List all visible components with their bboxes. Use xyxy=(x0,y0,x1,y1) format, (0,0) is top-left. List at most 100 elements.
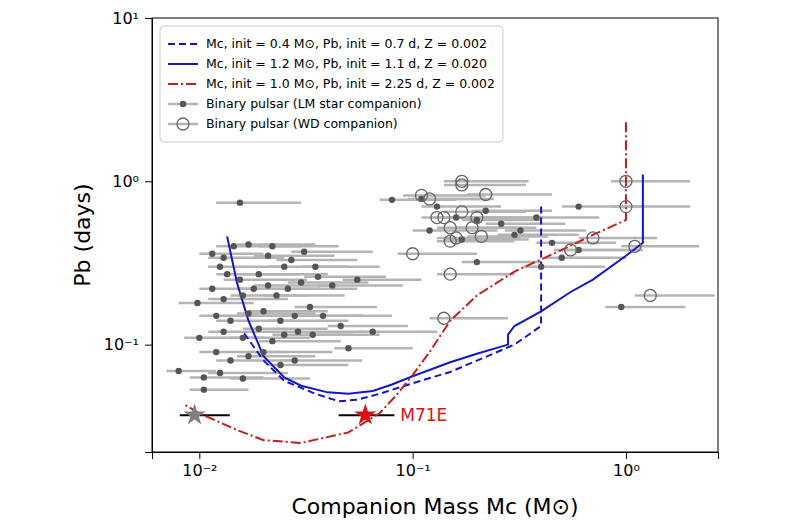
data-point xyxy=(217,263,223,269)
data-point xyxy=(213,349,219,355)
markers xyxy=(354,404,376,425)
legend-swatch xyxy=(177,118,189,130)
point-label: M71E xyxy=(400,405,447,425)
data-point xyxy=(456,206,468,218)
data-point xyxy=(329,282,335,288)
legend-entry: Binary pulsar (LM star companion) xyxy=(168,96,422,111)
legend-swatch xyxy=(168,43,198,45)
data-point xyxy=(292,357,298,363)
data-point xyxy=(231,243,237,249)
legend-swatch xyxy=(168,123,198,126)
error-bar xyxy=(546,257,626,260)
error-bar xyxy=(190,388,249,391)
legend-label: Binary pulsar (WD companion) xyxy=(206,116,398,131)
plot-area xyxy=(166,122,714,443)
data-point xyxy=(620,201,632,213)
data-point xyxy=(256,271,262,277)
data-point xyxy=(618,304,624,310)
data-point xyxy=(175,368,181,374)
data-point xyxy=(227,357,233,363)
error-bar xyxy=(462,216,544,219)
data-point xyxy=(224,271,230,277)
data-point xyxy=(310,332,316,338)
data-point xyxy=(444,268,456,280)
markers xyxy=(184,404,206,425)
data-point xyxy=(265,282,271,288)
data-point xyxy=(245,310,251,316)
data-point xyxy=(269,338,275,344)
error-bar xyxy=(437,240,514,243)
data-point xyxy=(269,243,275,249)
data-point xyxy=(629,240,641,252)
data-point xyxy=(426,227,432,233)
data-point xyxy=(370,328,376,334)
data-point xyxy=(538,263,544,269)
data-point xyxy=(424,193,436,205)
markers xyxy=(175,196,624,393)
tick-label: 10⁰ xyxy=(613,461,640,480)
data-point xyxy=(345,345,351,351)
tick-label: 10⁻¹ xyxy=(104,335,139,354)
data-point xyxy=(251,285,257,291)
tick-label: 10¹ xyxy=(112,9,139,28)
legend-label: Binary pulsar (LM star companion) xyxy=(206,96,422,111)
tick: 10⁻² xyxy=(182,452,217,480)
tick-label: 10⁰ xyxy=(112,172,139,191)
error-bar xyxy=(605,306,685,309)
tick-mark xyxy=(413,452,414,459)
data-point xyxy=(240,375,246,381)
tick-mark xyxy=(145,18,152,19)
chart-svg: 10⁻² 10⁻¹ 10⁰ 10⁻¹ 10⁰ 10¹ Companion Mass Mc (… xyxy=(0,0,800,530)
data-point xyxy=(288,257,294,263)
data-point xyxy=(194,300,200,306)
data-point xyxy=(475,230,487,242)
error-bar xyxy=(486,222,566,225)
data-point xyxy=(292,313,298,319)
error-bar xyxy=(199,315,280,318)
data-point xyxy=(354,276,360,282)
error-bars xyxy=(398,181,715,318)
data-point xyxy=(237,199,243,205)
error-bar xyxy=(554,249,635,252)
data-point xyxy=(620,175,632,187)
data-point xyxy=(511,232,517,238)
legend-label: Mc, init = 1.2 M⊙, Pb, init = 1.1 d, Z =… xyxy=(206,56,487,71)
data-point xyxy=(209,285,215,291)
data-point xyxy=(240,292,246,298)
data-point xyxy=(213,313,219,319)
legend-entry: Mc, init = 0.4 M⊙, Pb, init = 0.7 d, Z =… xyxy=(168,36,487,51)
error-bar xyxy=(505,229,586,232)
data-point xyxy=(466,222,478,234)
error-bars xyxy=(180,415,230,416)
legend-label: Mc, init = 0.4 M⊙, Pb, init = 0.7 d, Z =… xyxy=(206,36,487,51)
tick: 10⁰ xyxy=(613,452,640,480)
data-point xyxy=(281,263,287,269)
data-point xyxy=(338,323,344,329)
data-point xyxy=(474,259,480,265)
data-point xyxy=(295,328,301,334)
legend-entry: Mc, init = 1.0 M⊙, Pb, init = 2.25 d, Z … xyxy=(168,76,495,91)
legend-entry: Binary pulsar (WD companion) xyxy=(168,116,398,131)
tick: 10⁻¹ xyxy=(104,335,152,354)
data-point xyxy=(587,232,599,244)
data-point xyxy=(431,212,443,224)
tick: 10⁻¹ xyxy=(396,452,431,480)
data-point xyxy=(256,326,262,332)
data-point xyxy=(644,289,656,301)
data-point xyxy=(389,197,395,203)
legend-label: Mc, init = 1.0 M⊙, Pb, init = 2.25 d, Z … xyxy=(206,76,495,91)
data-point xyxy=(285,285,291,291)
data-point xyxy=(565,244,577,256)
data-point xyxy=(456,179,468,191)
error-bar xyxy=(398,253,477,256)
data-point xyxy=(483,208,489,214)
tick: 10¹ xyxy=(112,9,152,28)
data-point xyxy=(277,362,283,368)
legend-box xyxy=(160,26,503,142)
data-point xyxy=(315,274,321,280)
legend-entry: Mc, init = 1.2 M⊙, Pb, init = 1.1 d, Z =… xyxy=(168,56,487,71)
error-bar xyxy=(467,235,548,238)
legend: Mc, init = 0.4 M⊙, Pb, init = 0.7 d, Z =… xyxy=(160,26,503,142)
data-point xyxy=(298,279,304,285)
x-axis-title: Companion Mass Mc (M⊙) xyxy=(291,494,578,519)
